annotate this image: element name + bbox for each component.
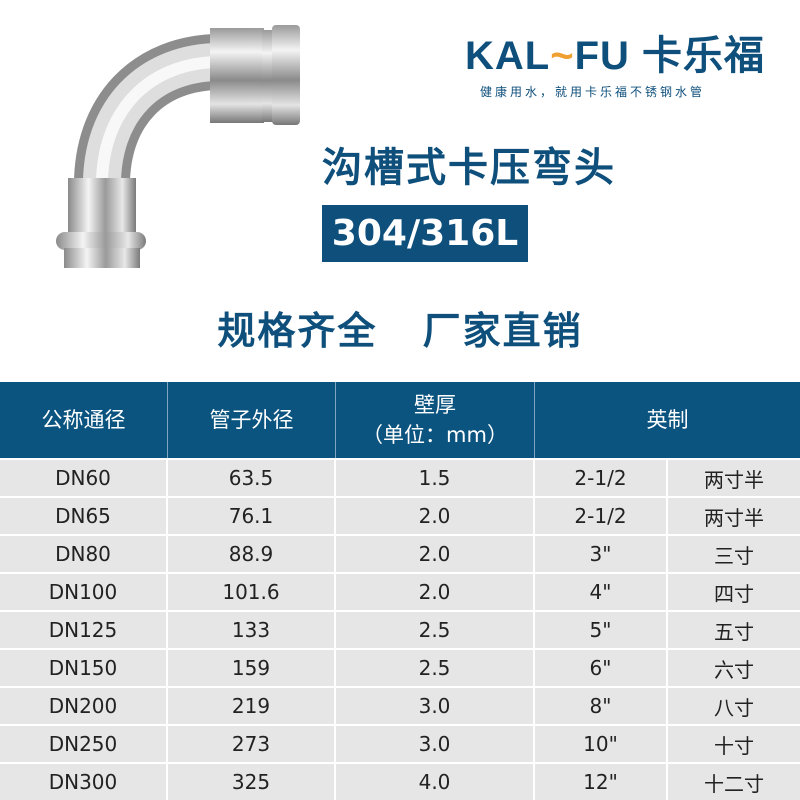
cell-outer-diameter: 133 <box>168 612 336 648</box>
cell-inch-name: 两寸半 <box>704 467 764 492</box>
cell-inch-size: 8" <box>535 688 668 724</box>
cell-nominal-diameter: DN200 <box>0 688 168 724</box>
cell-outer-diameter: 325 <box>168 764 336 800</box>
table-row: DN150 159 2.5 6" 六寸 <box>0 648 800 686</box>
table-row: DN250 273 3.0 10" 十寸 <box>0 724 800 762</box>
cell-inch-name: 六寸 <box>714 657 754 682</box>
cell-wall-thickness: 2.5 <box>336 650 535 686</box>
product-title: 沟槽式卡压弯头 <box>322 145 616 191</box>
cell-inch-size: 2-1/2 <box>535 498 668 534</box>
cell-inch-name: 十寸 <box>714 733 754 758</box>
cell-inch-name: 八寸 <box>714 695 754 720</box>
header-outer-diameter: 管子外径 <box>168 382 336 458</box>
table-row: DN100 101.6 2.0 4" 四寸 <box>0 572 800 610</box>
header-wall-thickness-label: 壁厚 （单位：mm） <box>362 393 508 447</box>
cell-inch-size: 6" <box>535 650 668 686</box>
cell-inch-size: 10" <box>535 726 668 762</box>
cell-nominal-diameter: DN60 <box>0 460 168 496</box>
cell-outer-diameter: 88.9 <box>168 536 336 572</box>
cell-outer-diameter: 159 <box>168 650 336 686</box>
table-row: DN200 219 3.0 8" 八寸 <box>0 686 800 724</box>
cell-nominal-diameter: DN80 <box>0 536 168 572</box>
table-row: DN60 63.5 1.5 2-1/2 两寸半 <box>0 458 800 496</box>
cell-inch-size: 12" <box>535 764 668 800</box>
product-slogan: 规格齐全 厂家直销 <box>217 309 583 353</box>
header-imperial: 英制 <box>646 408 689 432</box>
table-header: 公称通径 管子外径 壁厚 （单位：mm） 英制 <box>0 382 800 458</box>
cell-outer-diameter: 63.5 <box>168 460 336 496</box>
cell-nominal-diameter: DN150 <box>0 650 168 686</box>
cell-nominal-diameter: DN125 <box>0 612 168 648</box>
brand-slogan: 健康用水，就用卡乐福不锈钢水管 <box>480 85 706 99</box>
cell-outer-diameter: 273 <box>168 726 336 762</box>
cell-outer-diameter: 76.1 <box>168 498 336 534</box>
header-wall-thickness: 壁厚 （单位：mm） <box>336 382 535 458</box>
cell-wall-thickness: 2.5 <box>336 612 535 648</box>
cell-outer-diameter: 219 <box>168 688 336 724</box>
material-badge: 304/316L <box>322 205 528 262</box>
table-row: DN65 76.1 2.0 2-1/2 两寸半 <box>0 496 800 534</box>
spec-table: 公称通径 管子外径 壁厚 （单位：mm） 英制 DN60 63.5 1.5 2-1/2 两… <box>0 382 800 800</box>
cell-wall-thickness: 2.0 <box>336 536 535 572</box>
table-body: DN60 63.5 1.5 2-1/2 两寸半 DN65 76.1 2.0 2-1/2 两寸半 DN… <box>0 458 800 800</box>
cell-wall-thickness: 3.0 <box>336 688 535 724</box>
cell-wall-thickness: 1.5 <box>336 460 535 496</box>
brand-logo: KAL~FU 卡乐福 <box>465 34 766 78</box>
table-row: DN80 88.9 2.0 3" 三寸 <box>0 534 800 572</box>
cell-inch-size: 5" <box>535 612 668 648</box>
cell-inch-name: 两寸半 <box>704 505 764 530</box>
cell-wall-thickness: 4.0 <box>336 764 535 800</box>
cell-outer-diameter: 101.6 <box>168 574 336 610</box>
cell-inch-name: 四寸 <box>714 581 754 606</box>
cell-wall-thickness: 2.0 <box>336 498 535 534</box>
cell-inch-size: 4" <box>535 574 668 610</box>
cell-inch-size: 2-1/2 <box>535 460 668 496</box>
cell-inch-name: 三寸 <box>714 543 754 568</box>
cell-inch-size: 3" <box>535 536 668 572</box>
cell-nominal-diameter: DN250 <box>0 726 168 762</box>
cell-nominal-diameter: DN300 <box>0 764 168 800</box>
cell-nominal-diameter: DN65 <box>0 498 168 534</box>
header-nominal-diameter: 公称通径 <box>0 382 168 458</box>
cell-wall-thickness: 3.0 <box>336 726 535 762</box>
cell-inch-name: 十二寸 <box>704 771 764 796</box>
table-row: DN125 133 2.5 5" 五寸 <box>0 610 800 648</box>
elbow-fitting-image <box>56 25 300 268</box>
table-row: DN300 325 4.0 12" 十二寸 <box>0 762 800 800</box>
cell-inch-name: 五寸 <box>714 619 754 644</box>
cell-nominal-diameter: DN100 <box>0 574 168 610</box>
cell-wall-thickness: 2.0 <box>336 574 535 610</box>
